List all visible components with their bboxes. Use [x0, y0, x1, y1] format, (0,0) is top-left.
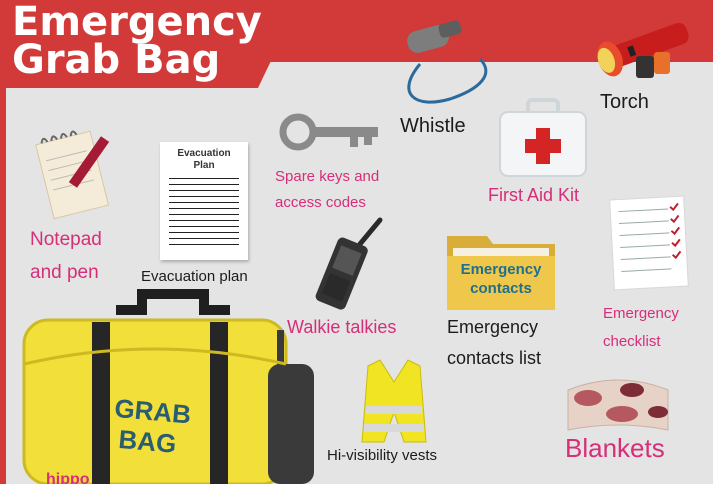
key-icon	[279, 113, 378, 151]
checklist-label-1: Emergency	[603, 305, 679, 322]
checklist-icon	[609, 195, 689, 291]
document-lines	[169, 178, 239, 248]
brand-logo: hippo	[46, 471, 90, 484]
first-aid-label: First Aid Kit	[488, 185, 580, 205]
hi-vis-vest-icon	[361, 359, 427, 443]
spare-keys-label-2: access codes	[275, 194, 366, 211]
evac-plan-label: Evacuation plan	[141, 268, 248, 285]
title-banner: Emergency Grab Bag	[0, 0, 300, 88]
walkie-talkie-icon	[315, 217, 383, 310]
torch-icon	[597, 22, 689, 78]
torch-label: Torch	[600, 91, 649, 113]
contacts-label-2: contacts list	[447, 348, 542, 368]
contacts-label-1: Emergency	[447, 317, 539, 337]
blankets-label: Blankets	[565, 433, 665, 463]
whistle-label: Whistle	[400, 115, 466, 137]
evacuation-plan-document: Evacuation Plan	[160, 142, 248, 260]
spare-keys-label-1: Spare keys and	[275, 168, 380, 185]
evac-doc-line-1: Evacuation	[177, 148, 231, 159]
blanket-icon	[567, 379, 669, 431]
title-line-2: Grab Bag	[12, 37, 221, 83]
bag-text-2: BAG	[117, 424, 178, 459]
title-line-1: Emergency	[12, 0, 262, 45]
notepad-label-2: and pen	[30, 262, 99, 283]
notepad-icon	[35, 130, 110, 220]
first-aid-kit-icon	[499, 98, 587, 177]
folder-icon	[447, 236, 555, 310]
folder-line-2: contacts	[470, 280, 532, 297]
whistle-icon	[407, 20, 488, 104]
notepad-label-1: Notepad	[30, 229, 102, 250]
checklist-label-2: checklist	[603, 333, 661, 350]
grab-bag-icon	[22, 289, 314, 484]
evac-doc-line-2: Plan	[193, 160, 215, 171]
folder-label: Emergency contacts	[447, 260, 555, 298]
vests-label: Hi-visibility vests	[327, 447, 438, 464]
folder-line-1: Emergency	[460, 261, 542, 278]
walkie-label: Walkie talkies	[287, 317, 397, 337]
